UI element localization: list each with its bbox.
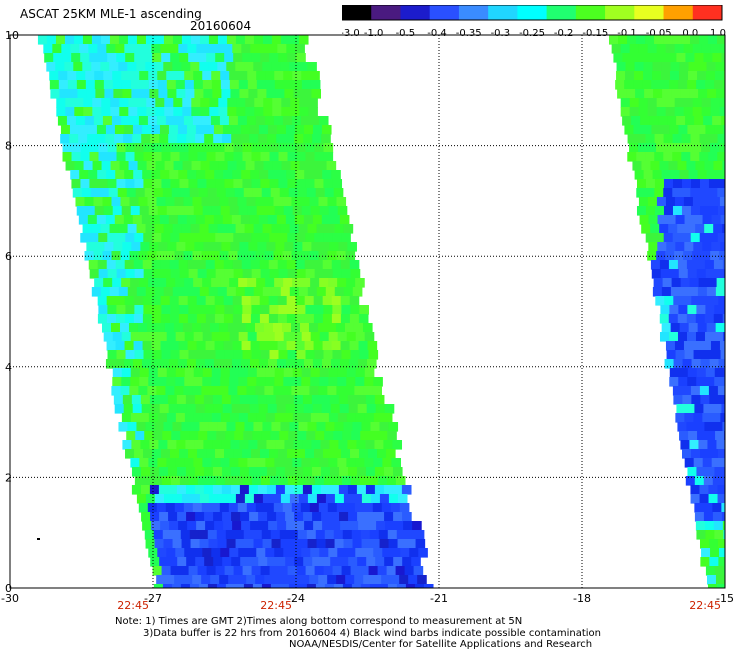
colorbar-segment [605,5,635,20]
colorbar-tick-label: -0.15 [582,28,608,39]
colorbar-segment [663,5,694,20]
colorbar-segment [575,5,606,20]
colorbar-segment [371,5,401,20]
colorbar-tick-label: -0.25 [519,28,545,39]
y-tick-label: 0 [5,582,12,595]
colorbar-segment [400,5,431,20]
wind-barb-mark [37,538,40,540]
map-title: ASCAT 25KM MLE-1 ascending [20,7,202,21]
colorbar-tick-label: -0.5 [396,28,416,39]
x-tick-label: -15 [716,592,734,605]
note-line-1: Note: 1) Times are GMT 2)Times along bot… [115,616,523,627]
time-label: 22:45 [260,599,292,612]
y-tick-label: 10 [5,29,19,42]
y-tick-label: 6 [5,250,12,263]
x-tick-label: -18 [573,592,591,605]
colorbar-segment [517,5,548,20]
colorbar-tick-label: -0.05 [646,28,672,39]
colorbar-tick-label: -0.2 [554,28,574,39]
y-tick-label: 2 [5,471,12,484]
x-tick-label: -27 [144,592,162,605]
colorbar-tick-label: 0.0 [682,28,698,39]
y-tick-label: 8 [5,140,12,153]
x-tick-label: -21 [430,592,448,605]
colorbar-tick-label: -0.35 [456,28,482,39]
colorbar-segment [488,5,518,20]
note-line-2: 3)Data buffer is 22 hrs from 20160604 4)… [143,628,601,639]
colorbar-segment [458,5,489,20]
time-label: 22:45 [689,599,721,612]
colorbar-tick-label: 1.0 [710,28,726,39]
note-line-3: NOAA/NESDIS/Center for Satellite Applica… [289,639,593,650]
colorbar-tick-label: -0.3 [491,28,511,39]
colorbar-segment [546,5,577,20]
x-tick-label: -24 [287,592,305,605]
colorbar-tick-label: -0.1 [617,28,637,39]
colorbar-segment [692,5,723,20]
colorbar-segment [429,5,460,20]
colorbar-tick-label: -0.4 [427,28,447,39]
colorbar-tick-label: -1.0 [364,28,384,39]
map-date: 20160604 [190,19,252,33]
colorbar-segment [634,5,665,20]
colorbar-tick-label: -3.0 [342,28,360,39]
x-tick-label: -30 [1,592,19,605]
colorbar-segment [342,5,372,20]
time-label: 22:45 [117,599,149,612]
colorbar: -3.0 -1.0 -0.5 -0.4 -0.35 -0.3 -0.25 -0.2 -0.15-… [342,5,726,39]
y-tick-label: 4 [5,361,12,374]
plot-frame [9,34,726,589]
